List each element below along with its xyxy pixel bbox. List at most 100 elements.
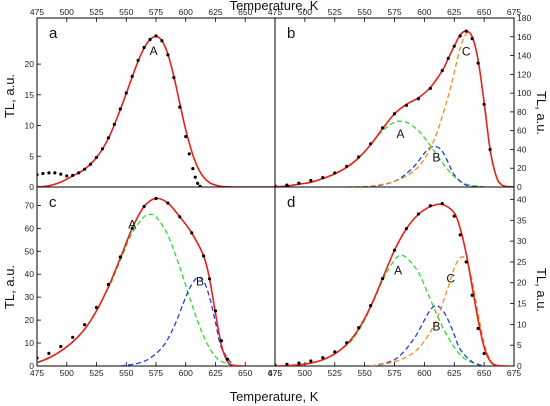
experiment-point <box>77 171 81 175</box>
x-tick-label: 475 <box>30 368 44 378</box>
experiment-point <box>198 184 202 187</box>
y-tick-label: 20 <box>517 278 527 288</box>
experiment-point <box>142 204 146 209</box>
experiment-point <box>464 260 468 264</box>
experiment-point <box>154 34 158 38</box>
x-tick-label: 475 <box>268 7 282 17</box>
panel-letter: a <box>49 25 58 42</box>
experiment-point <box>321 176 325 180</box>
x-tick-label: 500 <box>60 7 74 17</box>
series-fit-line <box>275 203 509 366</box>
peak-label-b: B <box>432 151 440 165</box>
y-tick-label: 60 <box>517 126 527 136</box>
y-tick-label: 40 <box>517 194 527 204</box>
panel-a: 475 500 525 550 575 600 625 650 0 5 10 15 20 Aa <box>25 7 276 192</box>
experiment-point <box>202 254 206 258</box>
y-tick-label: 0 <box>517 361 522 371</box>
x-tick-label: 575 <box>149 368 163 378</box>
experiment-point <box>357 326 361 330</box>
experiment-point <box>53 171 57 175</box>
experiment-point <box>106 282 110 287</box>
x-tick-label: 475 <box>268 368 282 378</box>
y-tick-label: 30 <box>517 236 527 246</box>
left-y-axis-title-bottom: TL, a.u. <box>2 265 17 309</box>
y-tick-label: 10 <box>25 121 35 131</box>
experiment-point <box>369 142 373 146</box>
experiment-point <box>71 173 75 177</box>
experiment-point <box>464 29 468 33</box>
experiment-point <box>88 162 93 166</box>
experiment-point <box>285 362 289 366</box>
experiment-point <box>166 53 170 57</box>
peak-label-c: C <box>446 272 455 286</box>
experiment-point <box>333 171 337 175</box>
x-tick-label: 575 <box>387 7 401 17</box>
experiment-point <box>41 171 45 176</box>
peak-label-a: A <box>394 263 402 277</box>
y-tick-label: 60 <box>25 223 35 233</box>
experiment-point <box>333 350 337 354</box>
peak-label-c: C <box>462 45 471 59</box>
panel-frame <box>36 186 276 367</box>
experiment-point <box>118 107 122 111</box>
x-tick-label: 600 <box>179 368 193 378</box>
y-tick-label: 180 <box>517 13 531 23</box>
experiment-point <box>309 359 313 363</box>
experiment-point <box>59 344 63 349</box>
series-fit-line <box>37 35 275 187</box>
peak-label-a: A <box>128 217 136 231</box>
experiment-point <box>196 181 200 185</box>
y-tick-label: 15 <box>25 90 35 100</box>
experiment-point <box>83 323 87 327</box>
x-tick-label: 525 <box>89 368 103 378</box>
x-tick-label: 550 <box>358 7 372 17</box>
x-tick-label: 550 <box>119 368 133 378</box>
x-tick-label: 500 <box>298 7 312 17</box>
experiment-point <box>100 147 105 151</box>
experiment-point <box>285 183 289 187</box>
experiment-point <box>452 44 456 48</box>
experiment-point <box>71 335 75 339</box>
experiment-point <box>380 126 385 130</box>
experiment-point <box>166 201 170 205</box>
experiment-point <box>404 103 409 107</box>
y-tick-label: 120 <box>517 69 531 79</box>
experiment-point <box>440 202 444 206</box>
experiment-point <box>207 277 212 281</box>
experiment-point <box>297 361 301 365</box>
experiment-point <box>190 231 194 235</box>
peak-label-b: B <box>432 320 440 334</box>
y-tick-label: 70 <box>25 200 35 210</box>
right-y-axis-title-bottom: TL, a.u. <box>534 268 549 312</box>
experiment-point <box>178 215 182 219</box>
experiment-point <box>37 173 39 177</box>
x-tick-label: 625 <box>208 7 222 17</box>
experiment-point <box>392 112 397 116</box>
experiment-point <box>321 356 325 360</box>
series-c-line <box>370 256 497 366</box>
panel-letter: d <box>287 194 295 211</box>
x-tick-label: 550 <box>119 7 133 17</box>
series-fit-line <box>275 30 514 187</box>
experiment-point <box>482 102 486 106</box>
y-tick-label: 0 <box>29 361 34 371</box>
right-y-axis-title-top: TL, a.u. <box>534 91 549 135</box>
x-tick-label: 625 <box>447 7 461 17</box>
panel-c: 475 500 525 550 575 600 625 650 675 0 10 20 30 40 50 60… <box>25 186 282 378</box>
experiment-point <box>193 175 197 179</box>
experiment-point <box>130 74 134 78</box>
experiment-point <box>154 196 158 201</box>
experiment-point <box>392 248 397 252</box>
y-tick-label: 10 <box>517 319 527 329</box>
experiment-point <box>275 184 277 187</box>
panel-letter: c <box>49 194 57 211</box>
experiment-point <box>160 39 164 43</box>
experiment-point <box>191 166 195 171</box>
experiment-point <box>416 212 420 216</box>
experiment-point <box>225 357 229 361</box>
series-b-line <box>120 276 234 366</box>
x-tick-label: 575 <box>149 7 163 17</box>
x-tick-label: 575 <box>387 368 401 378</box>
experiment-point <box>94 155 99 160</box>
